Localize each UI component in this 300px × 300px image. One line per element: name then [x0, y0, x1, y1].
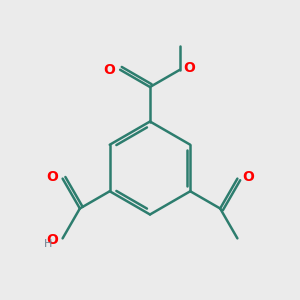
Text: O: O	[184, 61, 195, 75]
Text: O: O	[242, 170, 254, 184]
Text: O: O	[46, 233, 58, 247]
Text: O: O	[46, 170, 58, 184]
Text: H: H	[44, 239, 52, 249]
Text: O: O	[104, 63, 116, 77]
